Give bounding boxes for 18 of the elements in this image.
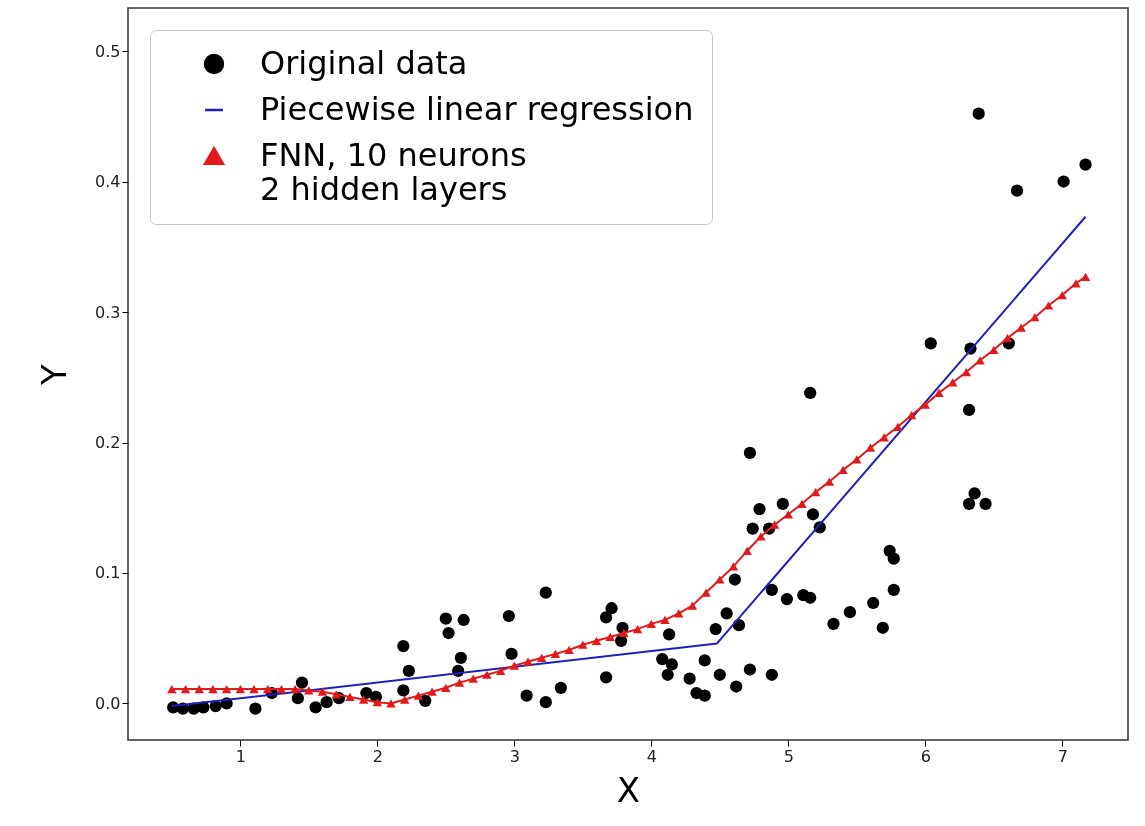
y-tick-label: 0.0 [95,693,121,713]
x-tick-label: 4 [646,746,657,766]
x-tick-label: 1 [235,746,246,766]
x-tick-label: 6 [920,746,931,766]
x-tick-label: 3 [509,746,520,766]
legend-label: FNN, 10 neurons 2 hidden layers [260,136,527,208]
y-tick-label: 0.4 [95,172,121,192]
x-tick-label: 5 [783,746,794,766]
y-tick-label: 0.1 [95,563,121,583]
x-axis-title: X [616,769,641,810]
legend-label: Original data [260,44,468,82]
y-tick-label: 0.5 [95,41,121,61]
x-tick-label: 7 [1057,746,1068,766]
y-tick-label: 0.3 [95,302,121,322]
y-axis-title: Y [34,363,75,386]
y-tick-label: 0.2 [95,433,121,452]
legend-label: Piecewise linear regression [260,90,694,128]
x-tick-label: 2 [372,746,383,766]
